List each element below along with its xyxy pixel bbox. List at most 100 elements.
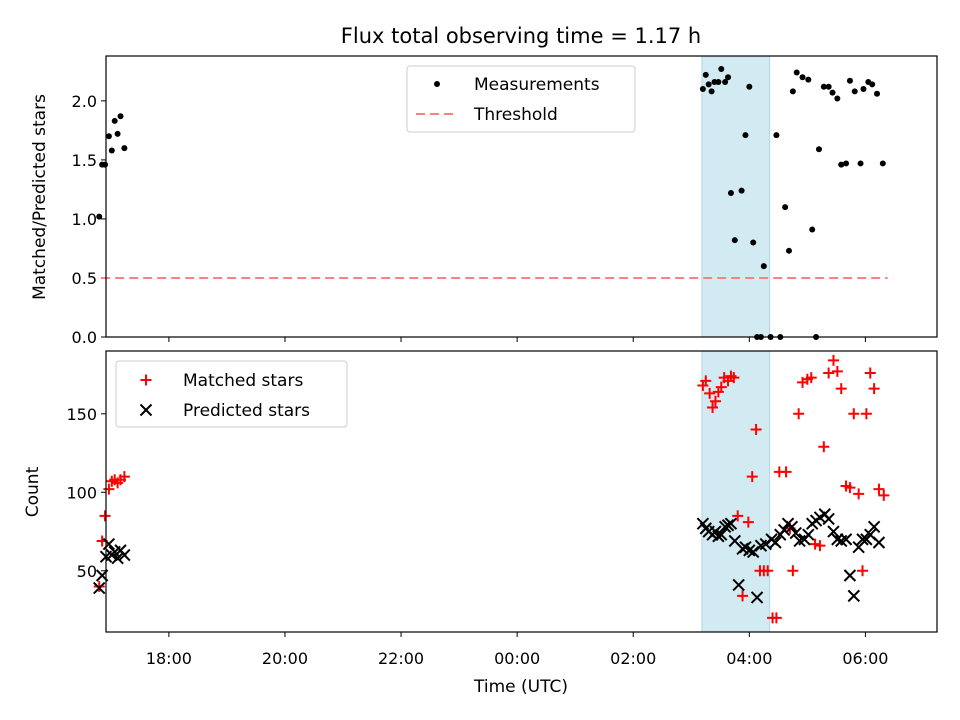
bottom-y-axis-label: Count (23, 466, 43, 517)
predicted-star-point (743, 544, 756, 557)
predicted-star-point (847, 589, 861, 603)
shaded-interval (701, 350, 771, 633)
predicted-star-point (802, 528, 815, 541)
matched-star-point (709, 395, 721, 407)
top-panel-matched-predicted-ratio: 0.0 0.5 1.0 1.5 2.0 Measurements Threshold (72, 55, 938, 347)
x-tick-label: 22:00 (378, 649, 424, 668)
y-tick-label: 1.5 (72, 151, 97, 170)
measurement-point (731, 237, 738, 244)
y-tick-label: 50 (77, 562, 97, 581)
measurement-point (834, 95, 841, 102)
measurement-point (785, 247, 792, 254)
matched-star-point (793, 408, 805, 420)
top-y-axis-label: Matched/Predicted stars (30, 94, 50, 300)
matched-star-point (787, 565, 799, 577)
y-tick-label: 1.0 (72, 210, 97, 229)
measurement-point (111, 117, 118, 124)
y-tick-label: 2.0 (72, 92, 97, 111)
measurement-point (722, 78, 729, 85)
predicted-star-point (111, 552, 124, 565)
matched-star-point (868, 383, 880, 395)
matched-star-point (878, 489, 890, 501)
x-tick-label: 18:00 (146, 649, 192, 668)
measurement-point (108, 147, 115, 154)
measurement-point (702, 71, 709, 78)
matched-star-point (857, 565, 869, 577)
matched-star-point (704, 387, 716, 399)
matched-star-point (844, 482, 856, 494)
matched-star-point (728, 372, 740, 384)
measurement-point (715, 78, 722, 85)
matched-star-point (750, 423, 762, 435)
predicted-star-point (769, 536, 782, 549)
measurement-point (718, 65, 725, 72)
bottom-legend: Matched stars Predicted stars (115, 360, 348, 428)
bottom-panel-star-counts: 50 100 150 18:00 20:00 22:00 00:00 02:00 04:00 06… (66, 350, 938, 668)
measurement-point (815, 146, 822, 153)
measurement-point (750, 239, 757, 246)
matched-star-point (827, 354, 839, 366)
x-tick-label: 06:00 (842, 649, 888, 668)
predicted-star-point (856, 533, 869, 546)
predicted-star-point (872, 536, 886, 549)
measurement-point (760, 263, 767, 270)
matched-star-point (118, 471, 130, 483)
measurement-point (857, 160, 864, 167)
predicted-star-point (867, 520, 881, 534)
measurement-point (789, 88, 796, 95)
matched-star-point (818, 441, 830, 453)
measurement-point (805, 76, 812, 83)
measurement-point (851, 88, 858, 95)
x-tick-label: 20:00 (262, 649, 308, 668)
legend-marker-measurements (434, 81, 440, 87)
matched-star-point (700, 375, 712, 387)
matched-star-point (770, 612, 782, 624)
measurement-point (725, 74, 732, 81)
legend-marker-matched (140, 374, 152, 386)
legend-box (115, 360, 348, 428)
y-tick-label: 0.5 (72, 269, 97, 288)
shaded-interval (701, 55, 771, 338)
measurement-point (746, 83, 753, 90)
predicted-star-point (715, 528, 728, 541)
legend-label-measurements: Measurements (474, 75, 600, 95)
measurement-point (799, 74, 806, 81)
measurement-point (793, 69, 800, 76)
axes-frame (105, 55, 938, 338)
predicted-star-point (789, 526, 802, 540)
legend-label-matched: Matched stars (183, 371, 303, 391)
measurement-point (117, 113, 124, 120)
measurement-point (773, 132, 780, 139)
matched-star-point (780, 466, 792, 478)
measurement-point (727, 189, 734, 196)
measurement-point (829, 89, 836, 96)
x-tick-label: 00:00 (494, 649, 540, 668)
matched-star-point (99, 510, 111, 522)
matched-star-point (873, 483, 885, 495)
matched-star-point (823, 367, 835, 379)
y-tick-label: 0.0 (72, 328, 97, 347)
x-tick-label: 02:00 (610, 649, 656, 668)
measurement-point (114, 130, 121, 137)
matched-star-point (715, 381, 727, 393)
matched-star-point (835, 383, 847, 395)
matched-star-point (762, 565, 774, 577)
chart-title: Flux total observing time = 1.17 h (341, 24, 701, 48)
measurement-point (708, 88, 715, 95)
measurement-point (738, 187, 745, 194)
legend-marker-predicted (139, 403, 153, 417)
matched-star-point (853, 488, 865, 500)
matched-star-point (732, 510, 744, 522)
y-tick-label: 150 (66, 405, 97, 424)
measurement-point (838, 161, 845, 168)
predicted-star-point (750, 591, 764, 604)
matched-star-point (864, 367, 876, 379)
measurement-point (860, 86, 867, 93)
matched-star-point (831, 365, 843, 377)
predicted-star-point (843, 569, 857, 582)
predicted-star-point (118, 548, 131, 562)
matched-star-point (93, 580, 105, 592)
measurement-point (869, 81, 876, 88)
predicted-star-point (827, 525, 840, 538)
measurement-point (742, 132, 749, 139)
